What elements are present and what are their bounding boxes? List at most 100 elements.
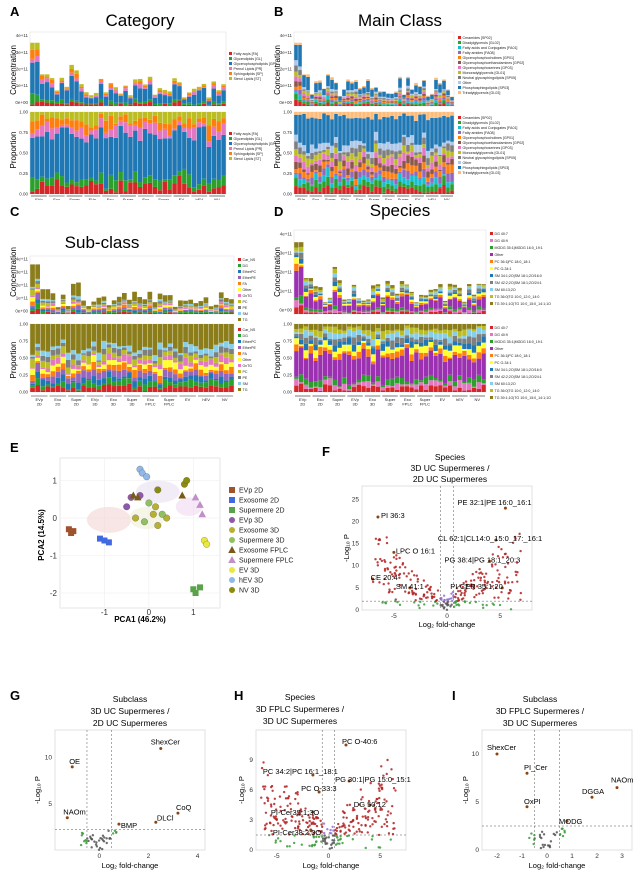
volcano-point xyxy=(300,810,303,813)
prop-bar-seg xyxy=(342,166,346,170)
conc-bar-seg xyxy=(358,98,362,99)
conc-bar-seg xyxy=(213,307,219,309)
prop-bar-seg xyxy=(55,324,61,346)
conc-bar-seg xyxy=(203,306,209,308)
conc-bar-seg xyxy=(323,304,328,307)
prop-bar-seg xyxy=(294,155,298,162)
prop-bar-seg xyxy=(113,137,118,181)
prop-bar-seg xyxy=(414,389,419,392)
conc-bar-seg xyxy=(206,101,212,105)
prop-bar-seg xyxy=(198,354,204,359)
conc-tick: 1e+11 xyxy=(16,83,29,88)
conc-bar-seg xyxy=(462,301,467,303)
conc-bar-seg xyxy=(133,102,138,106)
prop-bar-seg xyxy=(313,386,318,388)
conc-bar-seg xyxy=(229,312,234,314)
conc-bar-seg xyxy=(229,309,234,311)
prop-bar-seg xyxy=(323,347,328,351)
prop-bar-seg xyxy=(193,346,199,352)
conc-bar-seg xyxy=(447,298,453,300)
conc-bar-seg xyxy=(306,97,310,99)
legend-swatch xyxy=(490,295,493,298)
volcano-point xyxy=(484,572,488,575)
conc-bar-seg xyxy=(128,98,133,105)
prop-bar-seg xyxy=(122,369,127,377)
conc-bar-seg xyxy=(157,94,163,104)
conc-bar-seg xyxy=(471,310,477,313)
prop-bar-seg xyxy=(302,145,306,152)
prop-bar-seg xyxy=(327,344,333,350)
conc-bar-seg xyxy=(142,84,148,86)
prop-bar-seg xyxy=(430,148,434,152)
conc-bar-seg xyxy=(418,86,422,87)
volcano-point xyxy=(447,603,450,607)
conc-bar-seg xyxy=(89,97,94,99)
prop-bar-seg xyxy=(428,339,433,342)
volcano-point xyxy=(466,583,469,587)
prop-bar-seg xyxy=(402,186,406,194)
conc-bar-seg xyxy=(147,291,153,300)
conc-bar-seg xyxy=(96,304,102,307)
volcano-point xyxy=(288,833,291,836)
conc-bar-seg xyxy=(303,306,309,311)
conc-bar-seg xyxy=(390,295,395,298)
conc-bar-seg xyxy=(398,96,402,99)
prop-bar-seg xyxy=(50,349,56,356)
volcano-point xyxy=(351,809,355,812)
conc-bar-seg xyxy=(229,307,234,309)
prop-bar-seg xyxy=(178,373,183,378)
conc-bar-seg xyxy=(122,309,127,310)
volcano-point xyxy=(386,814,389,817)
volcano-point xyxy=(372,804,376,807)
conc-bar-seg xyxy=(116,303,122,305)
volcano-point xyxy=(385,541,389,545)
conc-frame xyxy=(29,255,235,315)
prop-bar-seg xyxy=(303,388,309,392)
conc-bar-seg xyxy=(418,98,422,101)
prop-bar-seg xyxy=(193,381,199,386)
prop-bar-seg xyxy=(303,350,309,358)
conc-bar-seg xyxy=(142,103,148,106)
prop-bar-seg xyxy=(342,169,346,178)
prop-bar-seg xyxy=(152,371,158,374)
prop-bar-seg xyxy=(447,374,453,382)
prop-bar-seg xyxy=(390,358,395,379)
conc-bar-seg xyxy=(410,97,414,99)
conc-bar-seg xyxy=(354,89,358,92)
conc-tick: 0e+00 xyxy=(15,100,28,105)
conc-bar-seg xyxy=(59,83,65,100)
volcano-xtick: 2 xyxy=(595,853,599,860)
prop-bar-seg xyxy=(426,120,430,151)
conc-bar-seg xyxy=(342,100,346,101)
volcano-point xyxy=(436,589,440,592)
prop-bar-seg xyxy=(111,324,117,344)
volcano-point xyxy=(335,833,338,836)
prop-bar-seg xyxy=(294,329,299,333)
prop-bar-seg xyxy=(410,135,414,143)
prop-bar-seg xyxy=(361,338,366,341)
conc-bar-seg xyxy=(40,305,46,308)
prop-tick: 0.25 xyxy=(19,373,28,378)
conc-bar-seg xyxy=(116,306,122,308)
conc-bar-seg xyxy=(423,304,429,310)
conc-bar-seg xyxy=(55,311,61,313)
prop-bar-seg xyxy=(418,152,422,155)
conc-bar-seg xyxy=(35,61,40,95)
conc-bar-seg xyxy=(433,296,438,299)
volcano-point xyxy=(543,843,547,847)
volcano-point xyxy=(541,843,544,847)
legend-swatch xyxy=(238,312,241,315)
prop-bar-seg xyxy=(338,112,342,117)
conc-bar-seg xyxy=(65,309,71,311)
conc-bar-seg xyxy=(294,81,298,87)
conc-bar-seg xyxy=(306,98,310,101)
volcano-point xyxy=(278,795,282,798)
volcano-point xyxy=(474,600,478,604)
volcano-point xyxy=(307,832,310,835)
legend-label: DG xyxy=(243,264,249,268)
prop-tick: 0.25 xyxy=(19,171,28,176)
conc-bar-seg xyxy=(434,77,438,80)
pca-legend-swatch xyxy=(229,517,235,523)
legend-label: TG 36:0|TG 10:0_12:0_14:0 xyxy=(495,389,540,393)
